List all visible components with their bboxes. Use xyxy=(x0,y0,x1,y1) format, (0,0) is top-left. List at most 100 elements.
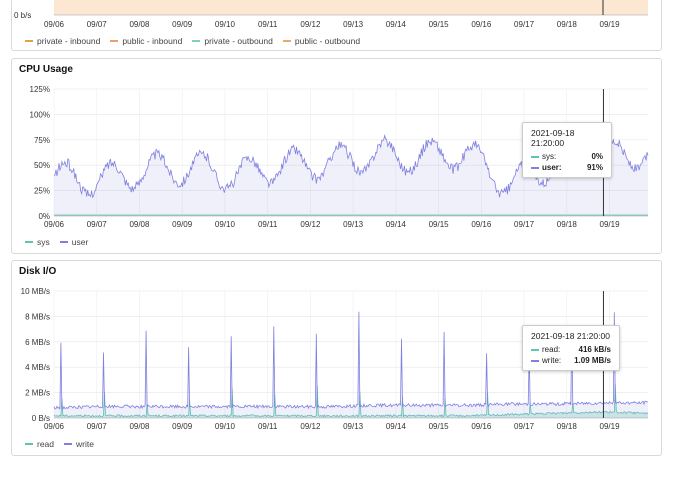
disk-tooltip-write-label: write: xyxy=(542,356,562,365)
x-tick-label: 09/17 xyxy=(514,220,535,229)
x-tick-label: 09/16 xyxy=(471,220,492,229)
legend-swatch xyxy=(25,443,33,445)
legend-label: private - outbound xyxy=(204,36,273,46)
disk-tooltip-read-label: read: xyxy=(542,345,561,354)
x-tick-label: 09/18 xyxy=(557,220,578,229)
x-tick-label: 09/06 xyxy=(44,220,65,229)
x-tick-label: 09/07 xyxy=(87,220,108,229)
legend-swatch xyxy=(25,40,33,42)
x-tick-label: 09/14 xyxy=(386,20,407,29)
legend-item[interactable]: private - inbound xyxy=(25,36,100,46)
disk-panel-title: Disk I/O xyxy=(19,266,57,277)
legend-swatch xyxy=(64,443,73,445)
x-tick-label: 09/12 xyxy=(300,20,321,29)
cpu-tooltip-row-sys: sys: 0% xyxy=(531,152,603,161)
y-tick-label: 10 MB/s xyxy=(21,287,50,296)
x-tick-label: 09/16 xyxy=(471,20,492,29)
x-tick-label: 09/13 xyxy=(343,20,364,29)
x-tick-label: 09/11 xyxy=(258,422,278,431)
x-tick-label: 09/11 xyxy=(258,20,278,29)
y-tick-label: 2 MB/s xyxy=(25,389,50,398)
network-y-zero: 0 b/s xyxy=(14,11,31,20)
cpu-tooltip-sys-value: 0% xyxy=(591,152,603,161)
legend-label: write xyxy=(76,439,94,449)
legend-item[interactable]: sys xyxy=(25,237,50,247)
x-tick-label: 09/13 xyxy=(343,220,364,229)
series-area-user xyxy=(54,135,648,216)
cpu-tooltip-sys-label: sys: xyxy=(542,152,557,161)
x-tick-label: 09/10 xyxy=(215,20,236,29)
legend-label: sys xyxy=(37,237,50,247)
x-tick-label: 09/14 xyxy=(386,422,407,431)
x-tick-label: 09/19 xyxy=(600,220,621,229)
x-tick-label: 09/17 xyxy=(514,20,535,29)
x-tick-label: 09/08 xyxy=(129,422,150,431)
cpu-legend: sys user xyxy=(25,237,88,247)
x-tick-label: 09/12 xyxy=(300,422,321,431)
sys-swatch xyxy=(531,155,539,158)
y-tick-label: 125% xyxy=(30,85,50,94)
x-tick-label: 09/11 xyxy=(258,220,278,229)
x-tick-label: 09/07 xyxy=(87,422,108,431)
x-tick-label: 09/13 xyxy=(343,422,364,431)
y-tick-label: 0% xyxy=(38,212,50,221)
y-tick-label: 8 MB/s xyxy=(25,312,50,321)
disk-tooltip-row-write: write: 1.09 MB/s xyxy=(531,356,611,365)
y-tick-label: 75% xyxy=(34,136,50,145)
cpu-tooltip: 2021-09-18 21:20:00 sys: 0% user: 91% xyxy=(522,122,612,178)
legend-item[interactable]: public - inbound xyxy=(110,36,182,46)
disk-tooltip-write-value: 1.09 MB/s xyxy=(574,356,611,365)
legend-item[interactable]: user xyxy=(59,237,89,247)
legend-item[interactable]: read xyxy=(25,439,54,449)
x-tick-label: 09/17 xyxy=(514,422,535,431)
legend-item[interactable]: private - outbound xyxy=(192,36,273,46)
x-tick-label: 09/15 xyxy=(429,20,450,29)
x-tick-label: 09/15 xyxy=(429,220,450,229)
series-line-read[interactable] xyxy=(53,383,649,418)
legend-item[interactable]: write xyxy=(64,439,94,449)
write-swatch xyxy=(531,359,539,362)
x-tick-label: 09/10 xyxy=(215,220,236,229)
disk-tooltip-row-read: read: 416 kB/s xyxy=(531,345,611,354)
network-x-axis: 09/06 09/07 09/08 09/09 09/10 09/11 09/12 09/13… xyxy=(44,20,620,29)
legend-swatch xyxy=(192,40,201,42)
x-tick-label: 09/09 xyxy=(172,422,193,431)
x-tick-label: 09/06 xyxy=(44,20,65,29)
series-area-read xyxy=(54,383,648,418)
x-tick-label: 09/10 xyxy=(215,422,236,431)
legend-label: public - outbound xyxy=(294,36,361,46)
user-swatch xyxy=(531,166,539,169)
legend-label: private - inbound xyxy=(37,36,101,46)
series-line-user[interactable] xyxy=(53,133,649,199)
legend-item[interactable]: public - outbound xyxy=(282,36,361,46)
y-tick-label: 4 MB/s xyxy=(25,363,50,372)
legend-swatch xyxy=(25,241,33,243)
legend-swatch xyxy=(110,40,119,42)
x-tick-label: 09/12 xyxy=(300,220,321,229)
y-tick-label: 0 B/s xyxy=(32,414,50,423)
disk-panel: Disk I/O 10 MB/s 8 MB/s 6 MB/s 4 MB/s 2 MB/s… xyxy=(11,260,662,456)
network-legend: private - inbound public - inbound private… xyxy=(25,36,360,46)
x-tick-label: 09/18 xyxy=(557,20,578,29)
x-tick-label: 09/09 xyxy=(172,220,193,229)
cpu-panel-title: CPU Usage xyxy=(19,64,73,75)
legend-label: public - inbound xyxy=(122,36,183,46)
x-tick-label: 09/15 xyxy=(429,422,450,431)
network-panel: 0 b/s 09/06 09/07 09/08 09/09 09/10 09/11 09/1… xyxy=(11,0,662,51)
disk-tooltip-read-value: 416 kB/s xyxy=(578,345,611,354)
x-tick-label: 09/09 xyxy=(172,20,193,29)
legend-label: read xyxy=(37,439,55,449)
cpu-tooltip-row-user: user: 91% xyxy=(531,163,603,172)
network-chart: 0 b/s 09/06 09/07 09/08 09/09 09/10 09/11 09/1… xyxy=(14,0,648,29)
x-tick-label: 09/16 xyxy=(471,422,492,431)
series-line-write[interactable] xyxy=(53,311,649,411)
x-tick-label: 09/14 xyxy=(386,220,407,229)
cpu-tooltip-user-label: user: xyxy=(542,163,562,172)
x-tick-label: 09/19 xyxy=(600,422,621,431)
disk-tooltip-time: 2021-09-18 21:20:00 xyxy=(531,331,610,341)
legend-label: user xyxy=(71,237,89,247)
x-tick-label: 09/19 xyxy=(600,20,621,29)
cpu-chart: 125%100%75%50%25%0%09/06 09/07 09/08 09/09 0… xyxy=(30,85,649,229)
legend-swatch xyxy=(59,241,68,243)
x-tick-label: 09/08 xyxy=(129,220,150,229)
